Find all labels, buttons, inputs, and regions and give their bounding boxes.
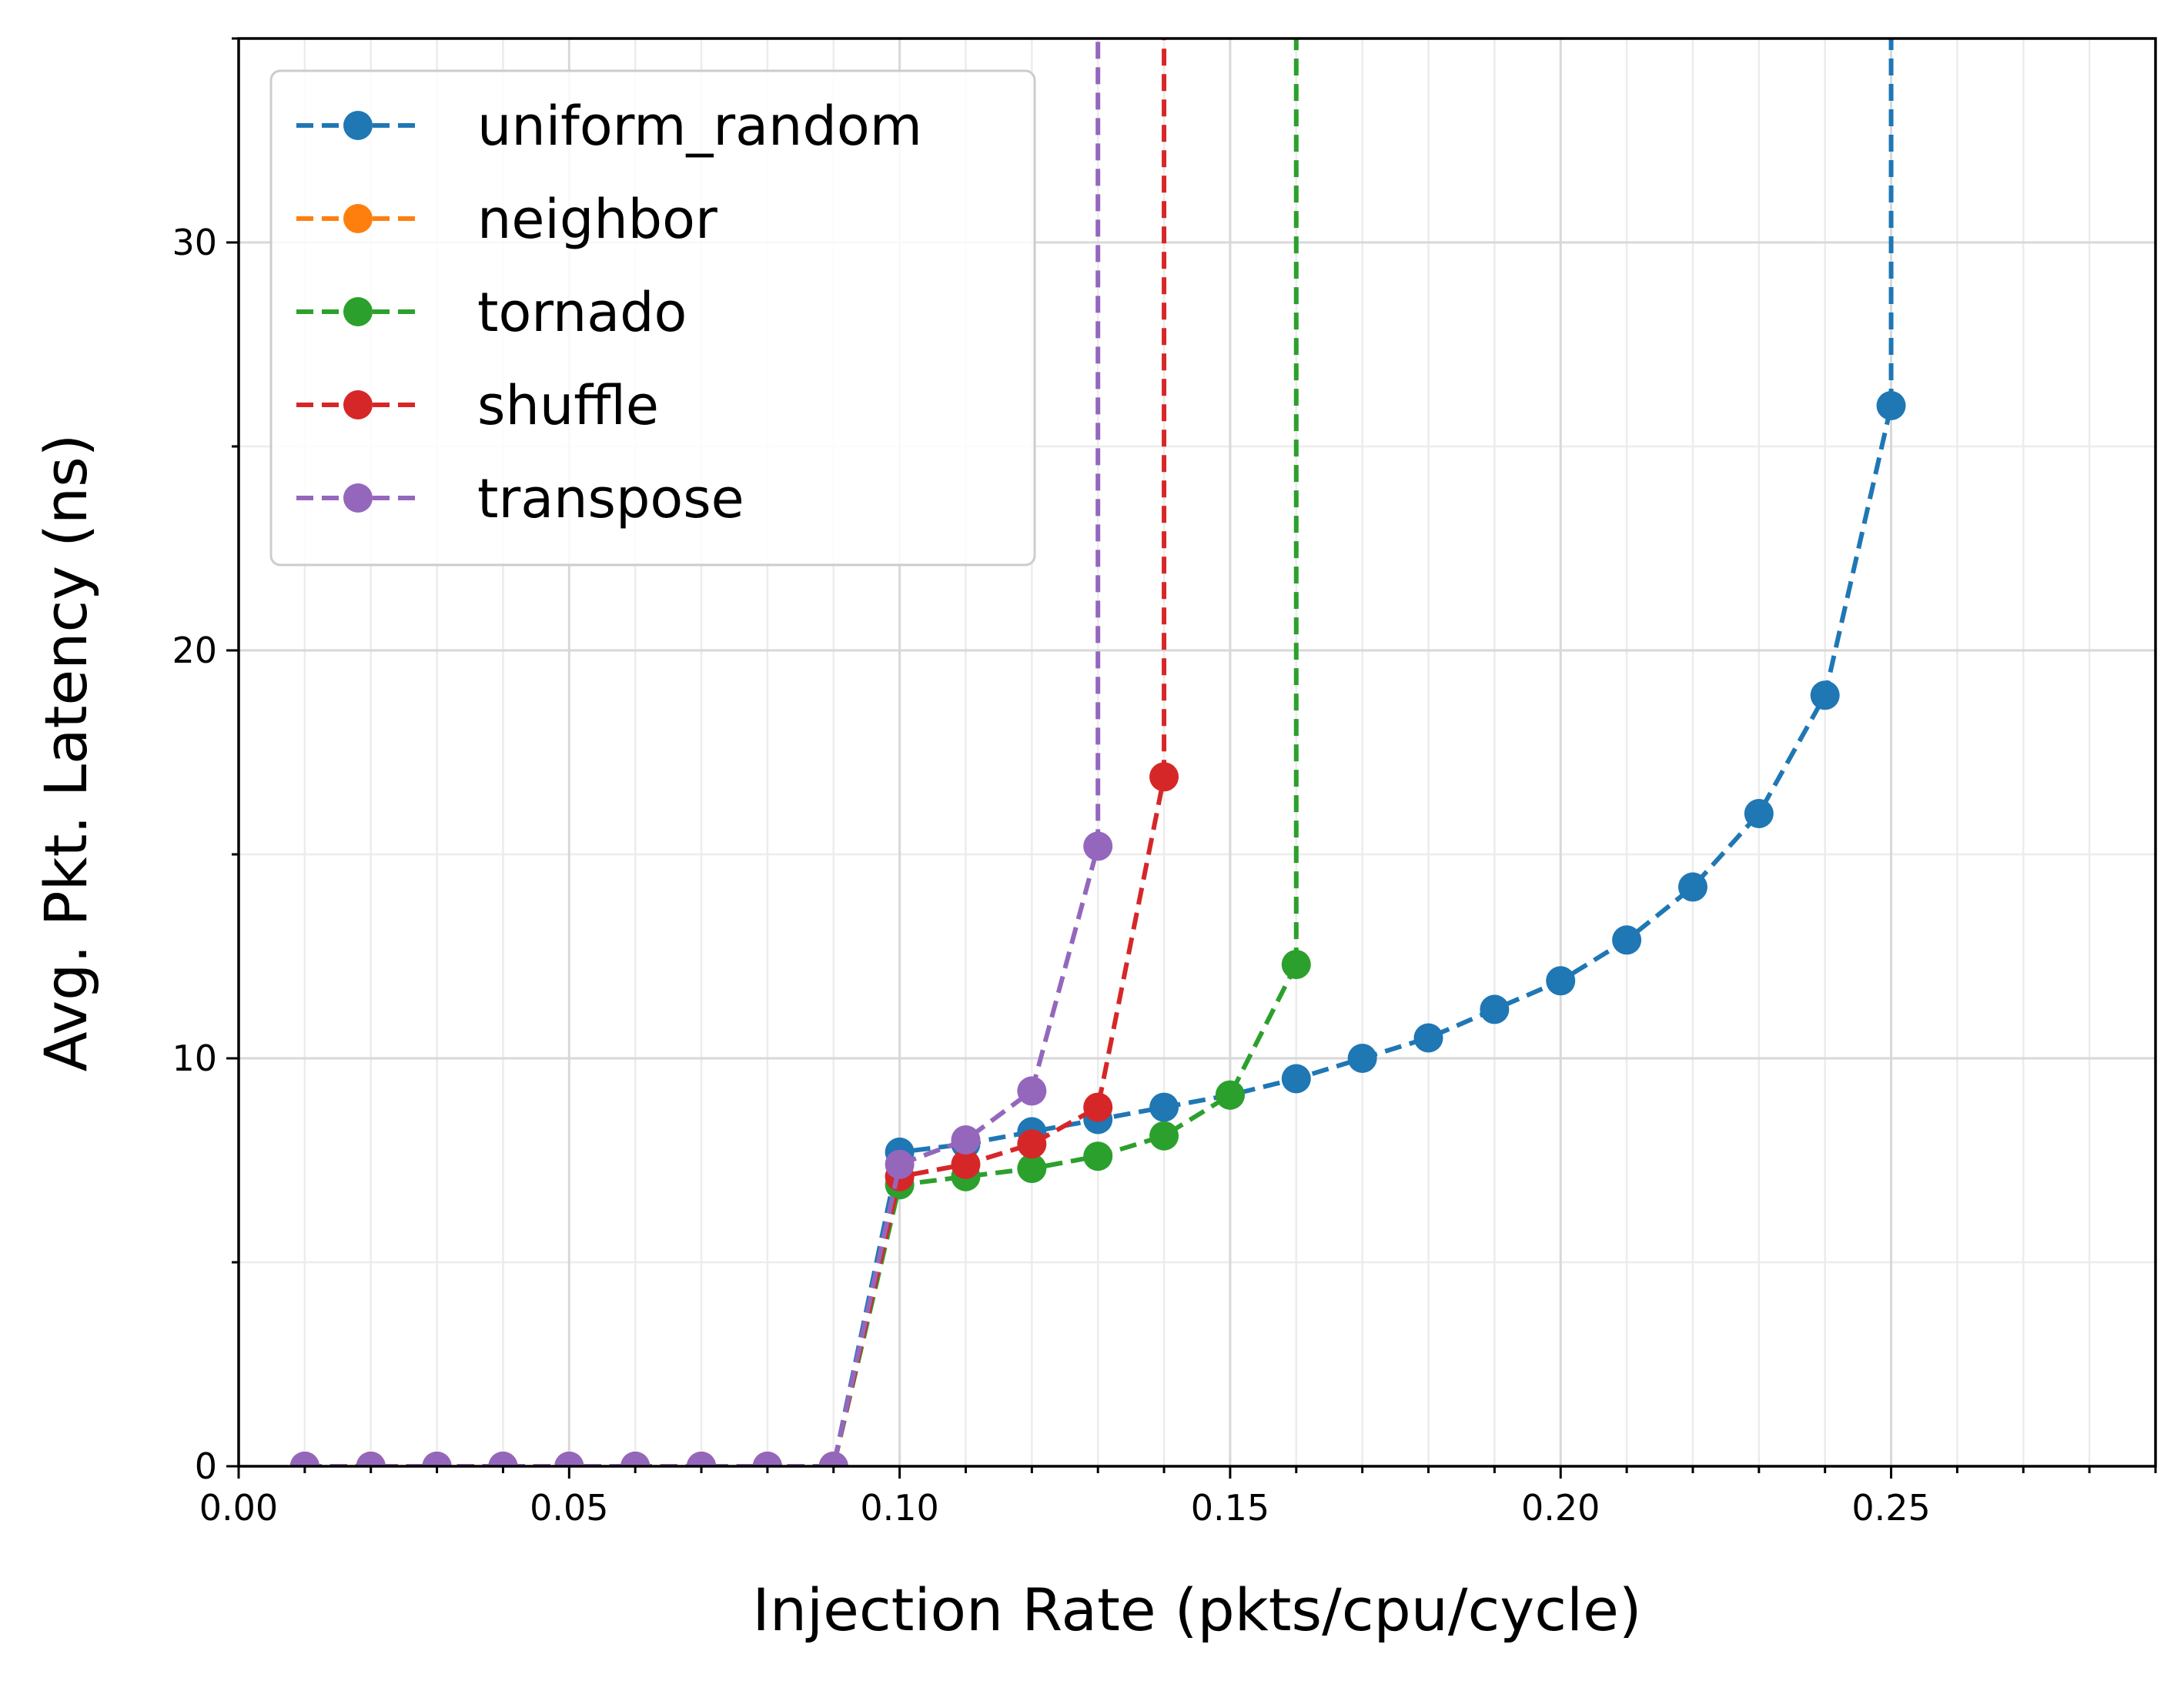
legend-item-transpose: transpose bbox=[296, 467, 744, 530]
data-point bbox=[289, 1452, 319, 1466]
data-point bbox=[620, 1452, 651, 1466]
legend-item-neighbor: neighbor bbox=[296, 188, 717, 251]
x-axis: 0.00 0.05 0.10 0.15 0.20 0.25 bbox=[199, 1466, 2157, 1529]
data-point bbox=[687, 1452, 717, 1466]
x-tick-label: 0.00 bbox=[199, 1487, 278, 1529]
data-point bbox=[422, 1452, 452, 1466]
data-point bbox=[1744, 799, 1774, 828]
legend-label: uniform_random bbox=[477, 95, 922, 158]
x-tick-label: 0.25 bbox=[1851, 1487, 1930, 1529]
y-tick-label: 20 bbox=[172, 630, 217, 671]
x-tick-label: 0.15 bbox=[1191, 1487, 1269, 1529]
data-point bbox=[1083, 831, 1113, 861]
legend-label: transpose bbox=[477, 467, 744, 530]
legend-marker bbox=[343, 297, 373, 326]
data-point bbox=[951, 1149, 981, 1179]
data-point bbox=[1083, 1092, 1113, 1122]
data-point bbox=[1149, 1121, 1179, 1151]
legend-label: tornado bbox=[477, 281, 687, 344]
data-point bbox=[951, 1125, 981, 1155]
data-point bbox=[1281, 950, 1311, 980]
data-point bbox=[1546, 966, 1576, 996]
data-point bbox=[1017, 1076, 1047, 1106]
data-point bbox=[1413, 1023, 1443, 1053]
data-point bbox=[1876, 391, 1906, 420]
legend-box bbox=[269, 69, 1036, 566]
data-point bbox=[1677, 872, 1707, 902]
legend-item-uniform-random: uniform_random bbox=[296, 95, 922, 158]
legend-label: neighbor bbox=[477, 188, 717, 251]
data-point bbox=[488, 1452, 518, 1466]
data-point bbox=[1083, 1141, 1113, 1171]
data-point bbox=[356, 1452, 386, 1466]
y-tick-label: 30 bbox=[172, 222, 217, 263]
data-point bbox=[1480, 994, 1510, 1024]
legend-marker bbox=[343, 483, 373, 513]
legend: uniform_random neighbor tornado shuffle tran… bbox=[269, 69, 1036, 566]
data-point bbox=[1347, 1044, 1377, 1073]
y-tick-label: 0 bbox=[195, 1445, 217, 1487]
y-tick-label: 10 bbox=[172, 1038, 217, 1079]
data-point bbox=[1215, 1080, 1245, 1110]
y-axis-label: Avg. Pkt. Latency (ns) bbox=[32, 434, 100, 1072]
legend-marker bbox=[343, 111, 373, 140]
data-point bbox=[1612, 925, 1642, 955]
x-tick-label: 0.10 bbox=[860, 1487, 938, 1529]
series-transpose bbox=[289, 38, 1113, 1466]
y-axis: 0 10 20 30 bbox=[172, 37, 239, 1487]
data-point bbox=[1149, 762, 1179, 792]
plot-frame bbox=[237, 37, 2157, 1468]
legend-item-tornado: tornado bbox=[296, 281, 687, 344]
data-point bbox=[752, 1452, 782, 1466]
data-point bbox=[1017, 1154, 1047, 1184]
x-tick-label: 0.05 bbox=[530, 1487, 608, 1529]
legend-marker bbox=[343, 204, 373, 233]
data-point bbox=[1810, 680, 1840, 710]
legend-item-shuffle: shuffle bbox=[296, 374, 659, 437]
data-point bbox=[885, 1149, 915, 1179]
series-line bbox=[304, 963, 1299, 1466]
data-point bbox=[554, 1452, 584, 1466]
data-point bbox=[1149, 1092, 1179, 1122]
data-point bbox=[1281, 1064, 1311, 1094]
data-point bbox=[818, 1452, 848, 1466]
legend-label: shuffle bbox=[477, 374, 659, 437]
x-axis-label: Injection Rate (pkts/cpu/cycle) bbox=[752, 1576, 1641, 1644]
legend-marker bbox=[343, 390, 373, 419]
series-layer bbox=[289, 38, 1906, 1466]
data-point bbox=[1017, 1129, 1047, 1159]
x-tick-label: 0.20 bbox=[1521, 1487, 1600, 1529]
